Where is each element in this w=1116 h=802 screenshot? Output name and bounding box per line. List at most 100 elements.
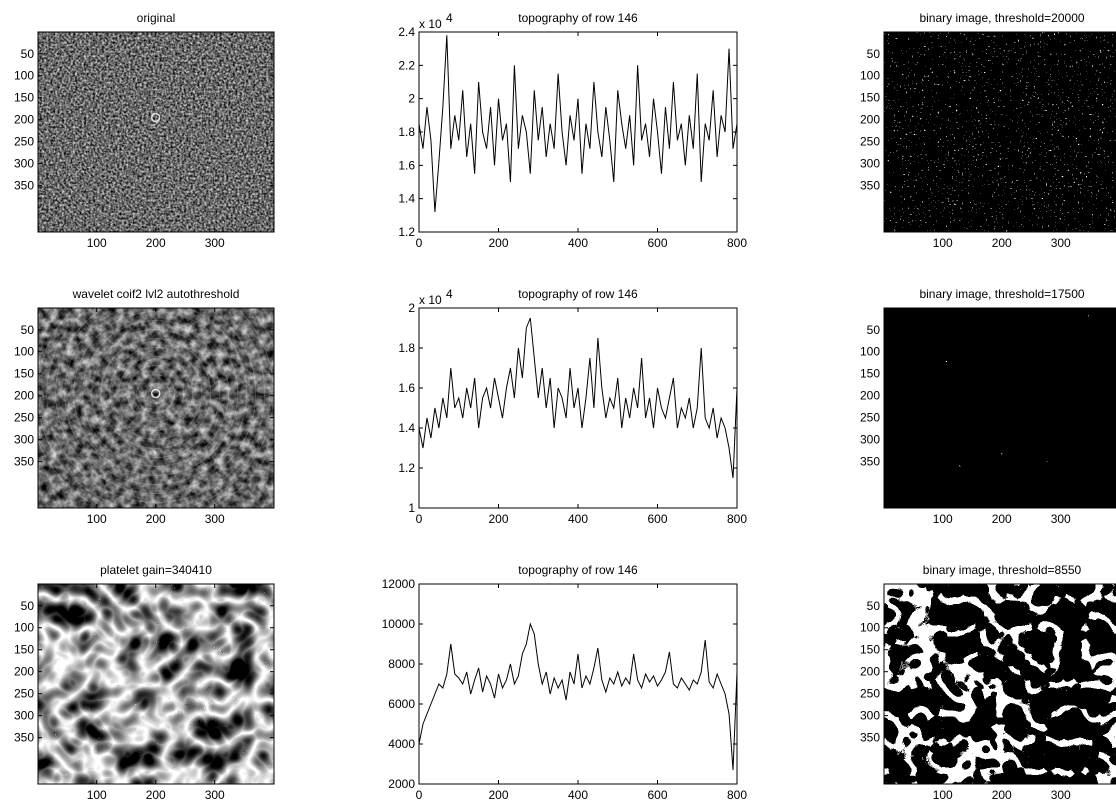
x-tick-label: 300 bbox=[1051, 512, 1071, 526]
subplot-title: platelet gain=340410 bbox=[100, 563, 212, 577]
ring-texture bbox=[91, 52, 221, 182]
y-tick-label: 150 bbox=[14, 91, 34, 105]
x-tick-label: 200 bbox=[992, 788, 1012, 802]
y-tick-label: 200 bbox=[14, 665, 34, 679]
y-tick-label: 50 bbox=[867, 323, 881, 337]
x-tick-label: 100 bbox=[87, 236, 107, 250]
y-tick-label: 1.2 bbox=[398, 461, 415, 475]
x-tick-label: 100 bbox=[933, 788, 953, 802]
x-tick-label: 0 bbox=[416, 512, 423, 526]
ring-texture bbox=[136, 97, 176, 137]
x-tick-label: 800 bbox=[727, 512, 747, 526]
y-tick-label: 50 bbox=[21, 47, 35, 61]
x-tick-label: 0 bbox=[416, 788, 423, 802]
ring-texture bbox=[64, 301, 248, 485]
subplot: original 100 200 300 50 100 150 200 250 300 350 bbox=[14, 0, 284, 250]
x-tick-label: 300 bbox=[205, 512, 225, 526]
image bbox=[884, 308, 1116, 508]
y-tick-label: 6000 bbox=[388, 697, 415, 711]
y-tick-label: 300 bbox=[860, 433, 880, 447]
ring-texture bbox=[136, 373, 176, 413]
x-tick-label: 200 bbox=[992, 512, 1012, 526]
image bbox=[38, 32, 274, 232]
y-tick-label: 2 bbox=[408, 92, 415, 106]
subplot: binary image, threshold=17500 100 200 300 50… bbox=[860, 287, 1116, 526]
y-tick-label: 50 bbox=[21, 323, 35, 337]
ring-texture bbox=[28, 0, 284, 245]
ring-texture bbox=[118, 79, 194, 155]
y-tick-label: 1.2 bbox=[398, 225, 415, 239]
x-tick-label: 100 bbox=[933, 512, 953, 526]
y-tick-label: 1.8 bbox=[398, 125, 415, 139]
ring-texture bbox=[91, 328, 221, 458]
y-tick-label: 100 bbox=[860, 345, 880, 359]
ring-texture bbox=[46, 283, 266, 503]
x-tick-label: 400 bbox=[568, 788, 588, 802]
y-tick-label: 350 bbox=[14, 455, 34, 469]
x-tick-label: 600 bbox=[647, 236, 667, 250]
x-tick-label: 100 bbox=[933, 236, 953, 250]
y-tick-label: 250 bbox=[860, 687, 880, 701]
image bbox=[38, 584, 274, 784]
x-tick-label: 800 bbox=[727, 236, 747, 250]
y-tick-label: 300 bbox=[860, 709, 880, 723]
x-tick-label: 300 bbox=[1051, 236, 1071, 250]
ring-texture bbox=[82, 319, 230, 467]
image bbox=[884, 32, 1116, 232]
x-tick-label: 100 bbox=[87, 788, 107, 802]
subplot-title: binary image, threshold=8550 bbox=[923, 563, 1082, 577]
y-tick-label: 150 bbox=[860, 367, 880, 381]
ring-texture bbox=[118, 355, 194, 431]
y-tick-label: 10000 bbox=[382, 617, 416, 631]
y-tick-label: 2 bbox=[408, 301, 415, 315]
y-tick-label: 1.8 bbox=[398, 341, 415, 355]
ring-texture bbox=[145, 382, 167, 404]
y-tick-label: 50 bbox=[21, 599, 35, 613]
ring-texture bbox=[127, 364, 185, 422]
x-tick-label: 200 bbox=[146, 236, 166, 250]
subplot-title: topography of row 146 bbox=[518, 11, 638, 25]
subplot: platelet gain=340410 100 200 300 50 100 150 200… bbox=[14, 563, 275, 802]
y-tick-label: 100 bbox=[860, 69, 880, 83]
x-tick-label: 100 bbox=[87, 512, 107, 526]
y-tick-label: 1.6 bbox=[398, 381, 415, 395]
x-tick-label: 400 bbox=[568, 512, 588, 526]
x-tick-label: 600 bbox=[647, 788, 667, 802]
ring-texture bbox=[100, 337, 212, 449]
ring-texture bbox=[145, 106, 167, 128]
y-tick-label: 100 bbox=[860, 621, 880, 635]
y-tick-label: 1 bbox=[408, 501, 415, 515]
x-tick-label: 300 bbox=[205, 788, 225, 802]
y-tick-label: 1.4 bbox=[398, 192, 415, 206]
ring-texture bbox=[28, 265, 284, 521]
image bbox=[38, 308, 274, 508]
y-tick-label: 200 bbox=[860, 113, 880, 127]
axis-multiplier: x 10 bbox=[419, 17, 442, 31]
y-tick-label: 12000 bbox=[382, 577, 416, 591]
x-tick-label: 800 bbox=[727, 788, 747, 802]
image bbox=[884, 584, 1116, 784]
center-ring bbox=[150, 388, 161, 399]
y-tick-label: 2000 bbox=[388, 777, 415, 791]
subplot: topography of row 146 0 200 400 600 800 2000 40… bbox=[382, 563, 748, 802]
axis-multiplier: x 10 bbox=[419, 293, 442, 307]
subplot-title: topography of row 146 bbox=[518, 563, 638, 577]
y-tick-label: 200 bbox=[14, 389, 34, 403]
y-tick-label: 300 bbox=[14, 709, 34, 723]
subplot-title: original bbox=[137, 11, 176, 25]
y-tick-label: 2.2 bbox=[398, 58, 415, 72]
data-line bbox=[418, 317, 738, 479]
y-tick-label: 50 bbox=[867, 47, 881, 61]
x-tick-label: 300 bbox=[205, 236, 225, 250]
y-tick-label: 250 bbox=[860, 411, 880, 425]
y-tick-label: 50 bbox=[867, 599, 881, 613]
plot-area bbox=[419, 584, 737, 784]
x-tick-label: 200 bbox=[488, 512, 508, 526]
y-tick-label: 200 bbox=[14, 113, 34, 127]
subplot: binary image, threshold=20000 100 200 300 50… bbox=[860, 11, 1116, 250]
y-tick-label: 100 bbox=[14, 345, 34, 359]
center-ring bbox=[150, 112, 161, 123]
x-tick-label: 0 bbox=[416, 236, 423, 250]
x-tick-label: 400 bbox=[568, 236, 588, 250]
